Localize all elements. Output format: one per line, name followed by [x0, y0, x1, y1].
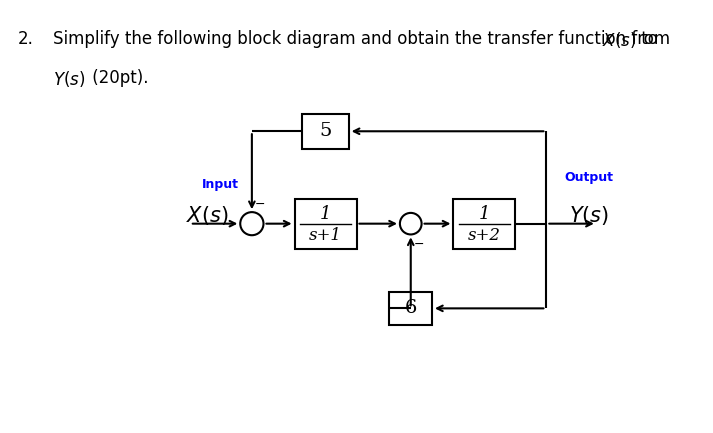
Text: $X(s)$: $X(s)$ [186, 204, 229, 227]
Text: 5: 5 [319, 122, 332, 140]
Text: (20pt).: (20pt). [87, 69, 148, 87]
Bar [302, 114, 349, 149]
Text: $X(s)$: $X(s)$ [602, 30, 637, 50]
Bar [453, 199, 515, 249]
Text: s+2: s+2 [468, 227, 501, 245]
Bar [389, 292, 432, 325]
Text: to: to [636, 30, 658, 48]
Text: 2.: 2. [18, 30, 34, 48]
Circle shape [240, 212, 264, 235]
Text: $Y(s)$: $Y(s)$ [569, 204, 609, 227]
Text: 1: 1 [319, 205, 332, 223]
Text: Input: Input [202, 178, 239, 191]
Text: $-$: $-$ [413, 237, 424, 250]
Text: 1: 1 [478, 205, 490, 223]
Bar [294, 199, 356, 249]
Text: 6: 6 [404, 299, 417, 317]
Text: Simplify the following block diagram and obtain the transfer function from: Simplify the following block diagram and… [53, 30, 676, 48]
Text: $Y(s)$: $Y(s)$ [53, 69, 86, 89]
Text: Output: Output [565, 171, 613, 184]
Text: s+1: s+1 [309, 227, 342, 245]
Circle shape [400, 213, 421, 234]
Text: $-$: $-$ [255, 197, 265, 210]
